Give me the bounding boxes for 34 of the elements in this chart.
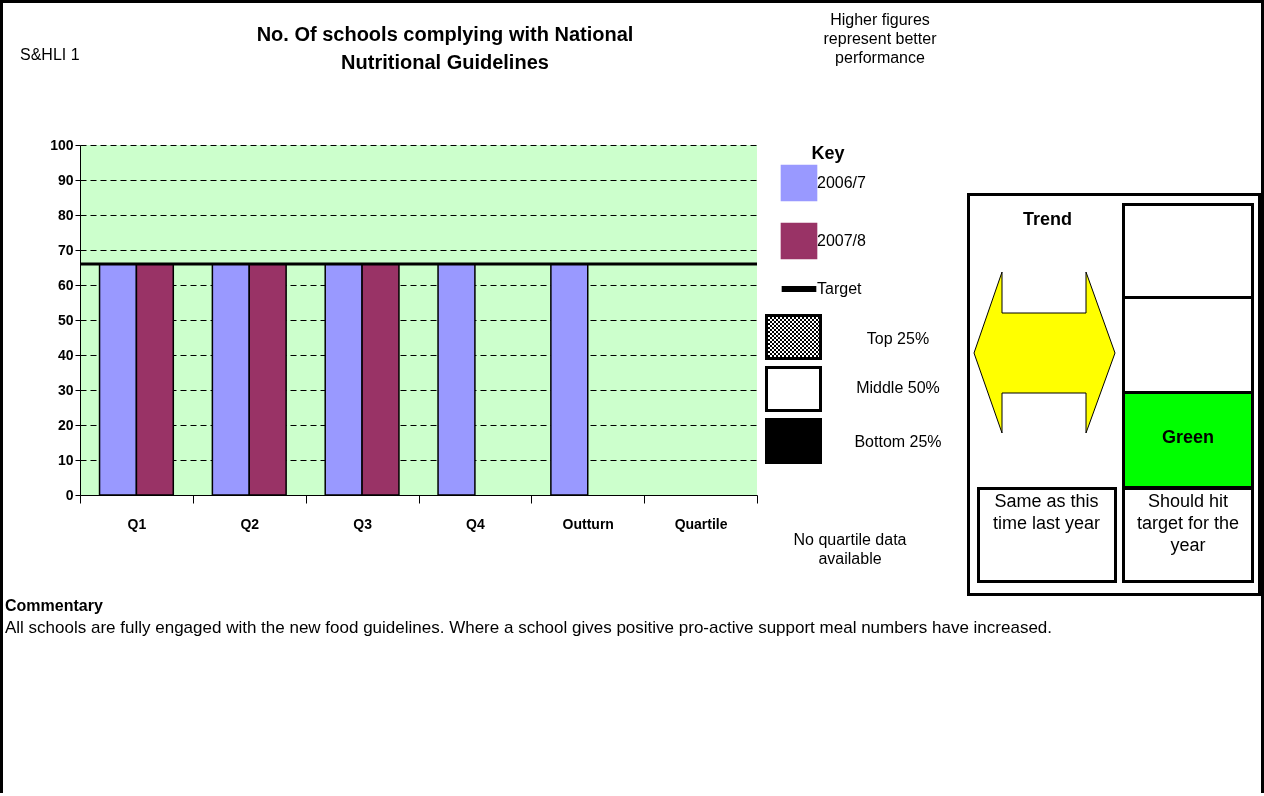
y-tick-label: 10 xyxy=(57,451,74,468)
text: Middle 50% xyxy=(855,378,941,397)
text: No quartile data available xyxy=(792,530,908,568)
chart-title: No. Of schools complying with National Nutritional Guidelines xyxy=(255,22,635,75)
text: All schools are fully engaged with the new food guidelines. Where a school gives positive pro-active support meal numbers have increased. xyxy=(5,617,1054,639)
y-tick-label: 40 xyxy=(57,346,74,363)
text: Same as this time last year xyxy=(991,490,1101,534)
text: Higher figures represent better performance xyxy=(822,10,938,67)
x-tick-label: Quartile xyxy=(674,515,728,532)
text: Bottom 25% xyxy=(853,432,943,451)
legend-label: Target xyxy=(817,280,863,297)
y-tick-label: 70 xyxy=(57,241,74,258)
y-tick-label: 50 xyxy=(57,311,74,328)
x-tick-label: Q4 xyxy=(466,515,485,532)
text: Should hit target for the year xyxy=(1135,490,1241,556)
text: Trend xyxy=(1022,209,1073,229)
y-tick-label: 60 xyxy=(57,276,74,293)
text: Green xyxy=(1161,427,1215,447)
x-tick-label: Q3 xyxy=(353,515,373,532)
x-tick-label: Outturn xyxy=(562,515,614,532)
y-tick-label: 100 xyxy=(50,136,74,153)
legend-label: 2007/8 xyxy=(817,232,867,249)
y-tick-label: 30 xyxy=(57,381,74,398)
y-tick-label: 80 xyxy=(57,206,74,223)
y-tick-label: 20 xyxy=(57,416,74,433)
legend-label: 2006/7 xyxy=(817,174,867,191)
legend-title: Key xyxy=(811,143,845,163)
x-tick-label: Q2 xyxy=(240,515,260,532)
text: Commentary xyxy=(5,596,104,615)
y-tick-label: 90 xyxy=(57,171,74,188)
text: S&HLI 1 xyxy=(20,45,81,64)
y-tick-label: 0 xyxy=(65,486,74,503)
text: Top 25% xyxy=(865,329,931,348)
x-tick-label: Q1 xyxy=(127,515,147,532)
